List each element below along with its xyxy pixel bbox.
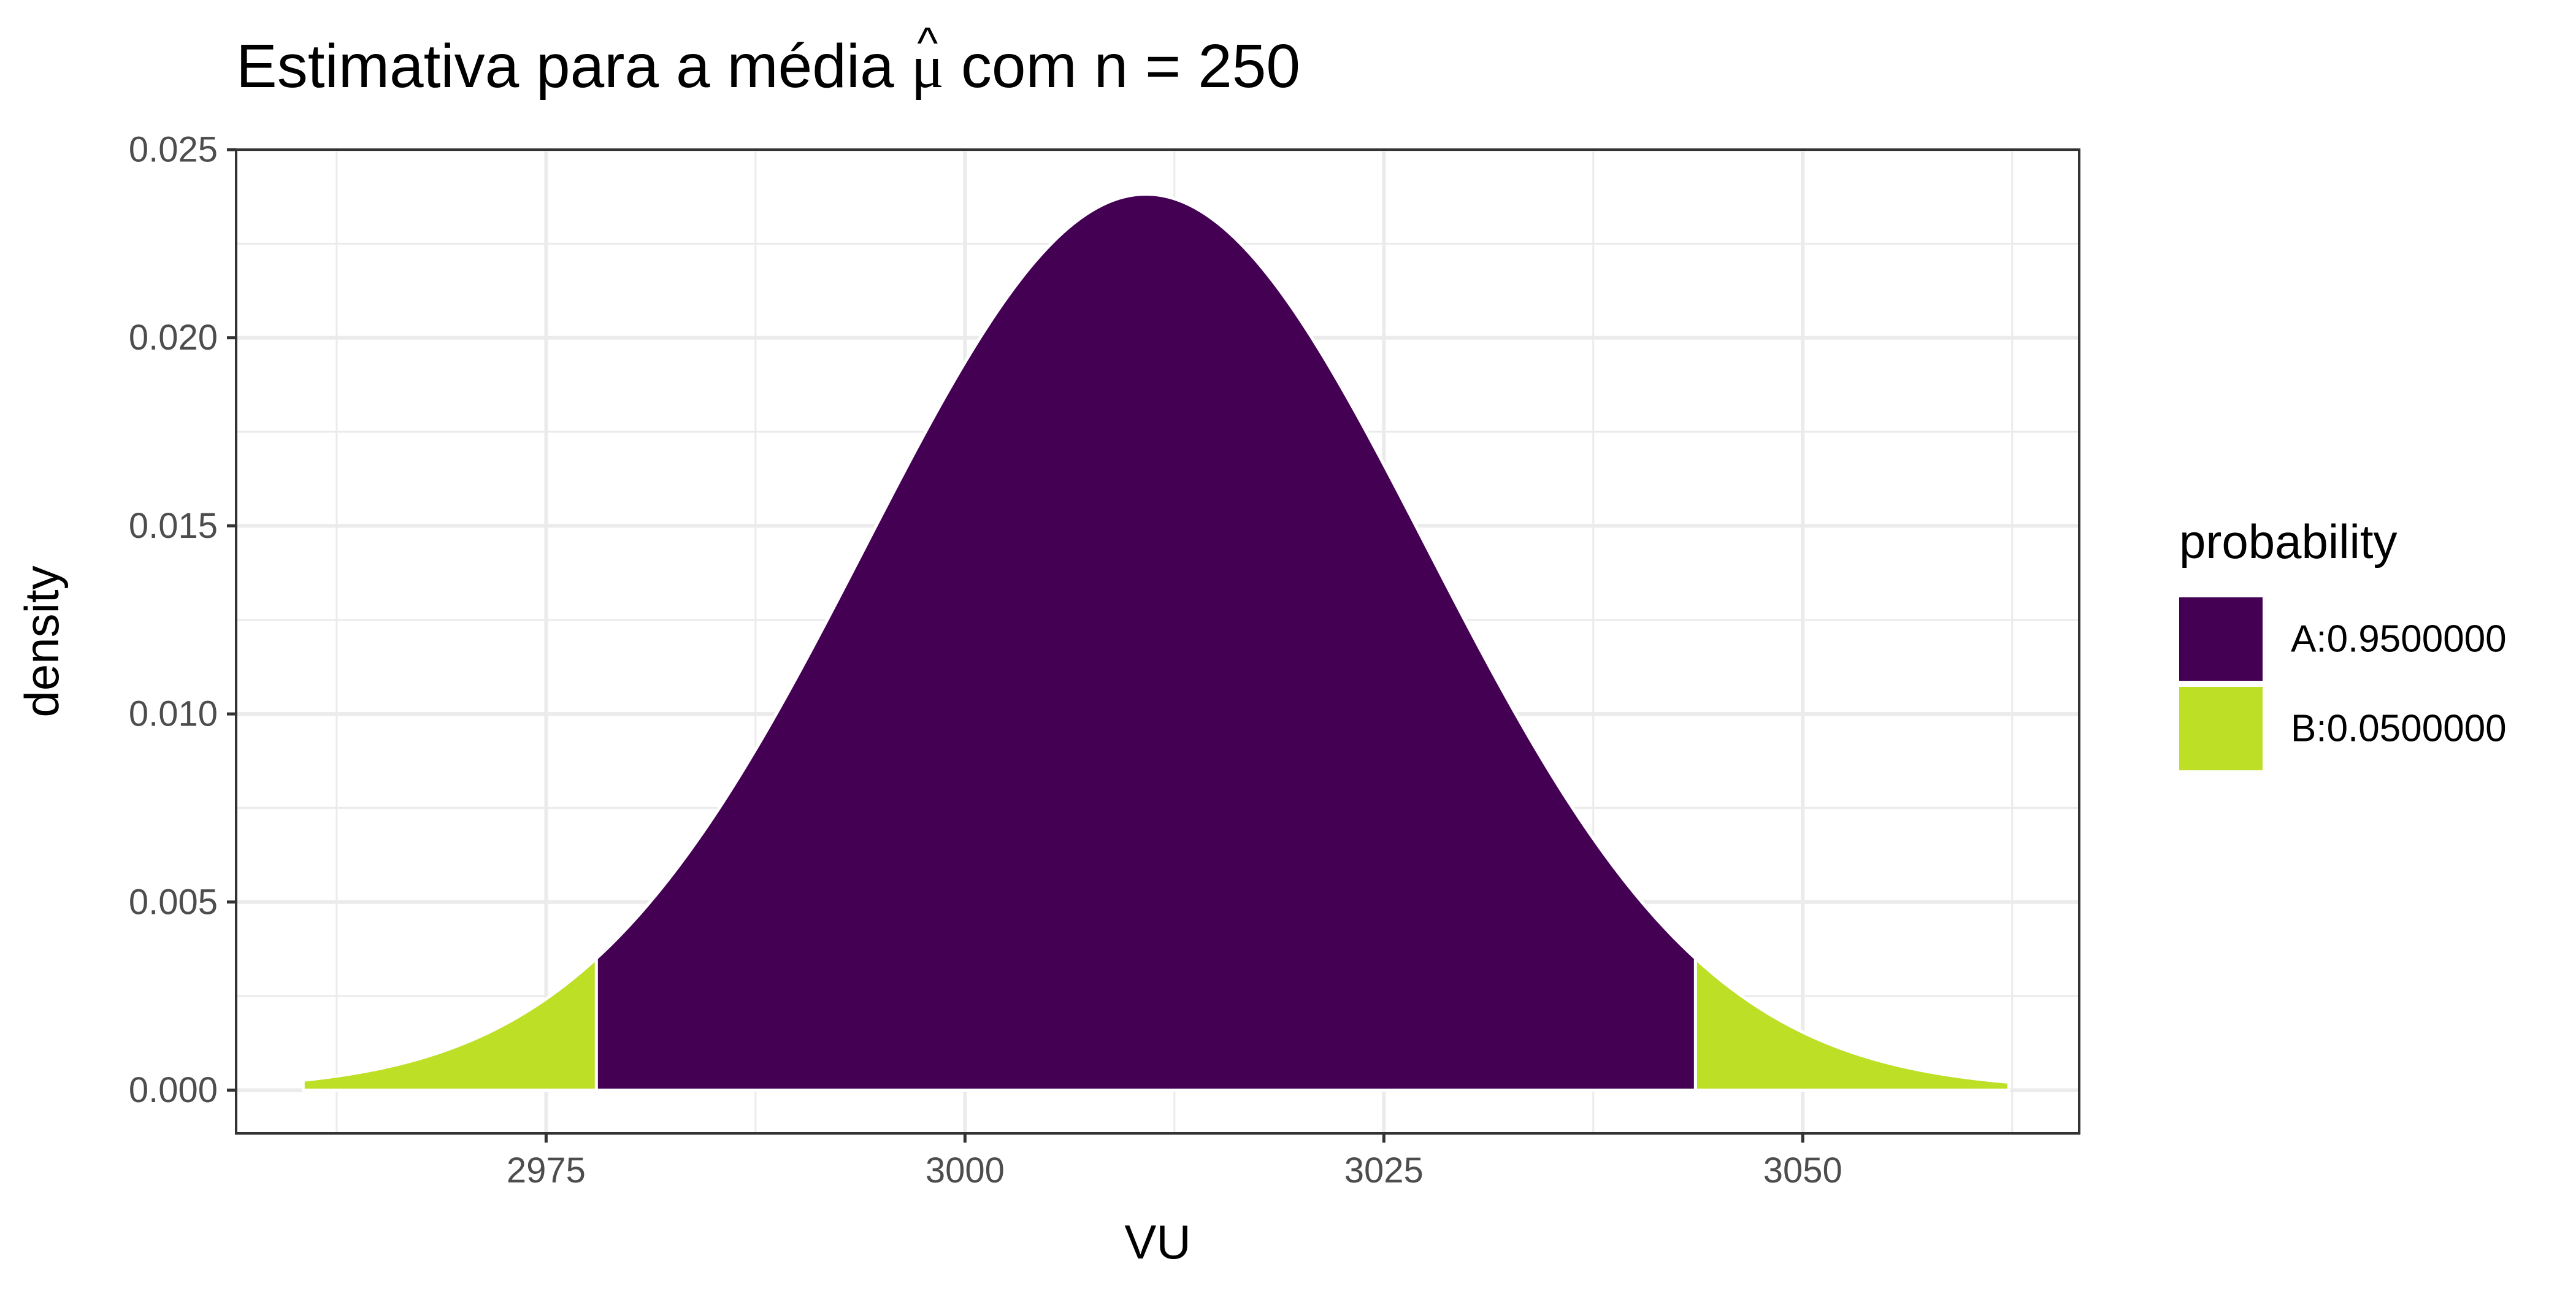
legend-label-a: A:0.9500000 — [2291, 618, 2507, 661]
y-tick-label: 0.000 — [129, 1070, 218, 1110]
chart-title: Estimativa para a média μ com n = 250^ — [236, 19, 1300, 101]
title-suffix: com n = 250 — [944, 32, 1300, 101]
y-tick-label: 0.020 — [129, 318, 218, 358]
density-region-b-0 — [301, 957, 598, 1092]
title-prefix: Estimativa para a média — [236, 32, 911, 101]
axes: 2975 3000 3025 3050 0.000 0.005 0.010 0.015 0.02… — [15, 130, 1842, 1270]
x-tick-label: 2975 — [507, 1151, 586, 1190]
legend-key-a — [2179, 597, 2263, 681]
legend-key-b — [2179, 687, 2263, 770]
y-tick-label: 0.010 — [129, 694, 218, 734]
title-hat-accent: ^ — [917, 19, 938, 68]
y-axis-title: density — [15, 565, 69, 717]
y-tick-label: 0.015 — [129, 506, 218, 546]
panel-border — [235, 148, 2080, 1135]
legend-title: probability — [2179, 515, 2398, 569]
x-axis-title: VU — [1124, 1215, 1190, 1269]
legend: probability A:0.9500000 B:0.0500000 — [2179, 515, 2507, 770]
density-region-b-2 — [1693, 957, 2011, 1092]
y-tick-label: 0.005 — [129, 882, 218, 922]
y-tick-label: 0.025 — [129, 130, 218, 170]
density-region-a-1 — [594, 193, 1697, 1092]
x-tick-label: 3050 — [1763, 1151, 1842, 1190]
x-tick-label: 3025 — [1344, 1151, 1424, 1190]
chart-title-text: Estimativa para a média μ com n = 250 — [236, 32, 1300, 101]
x-tick-label: 3000 — [926, 1151, 1005, 1190]
title-mu-hat: μ — [911, 33, 945, 101]
legend-label-b: B:0.0500000 — [2291, 708, 2507, 750]
plot-panel — [235, 148, 2080, 1135]
